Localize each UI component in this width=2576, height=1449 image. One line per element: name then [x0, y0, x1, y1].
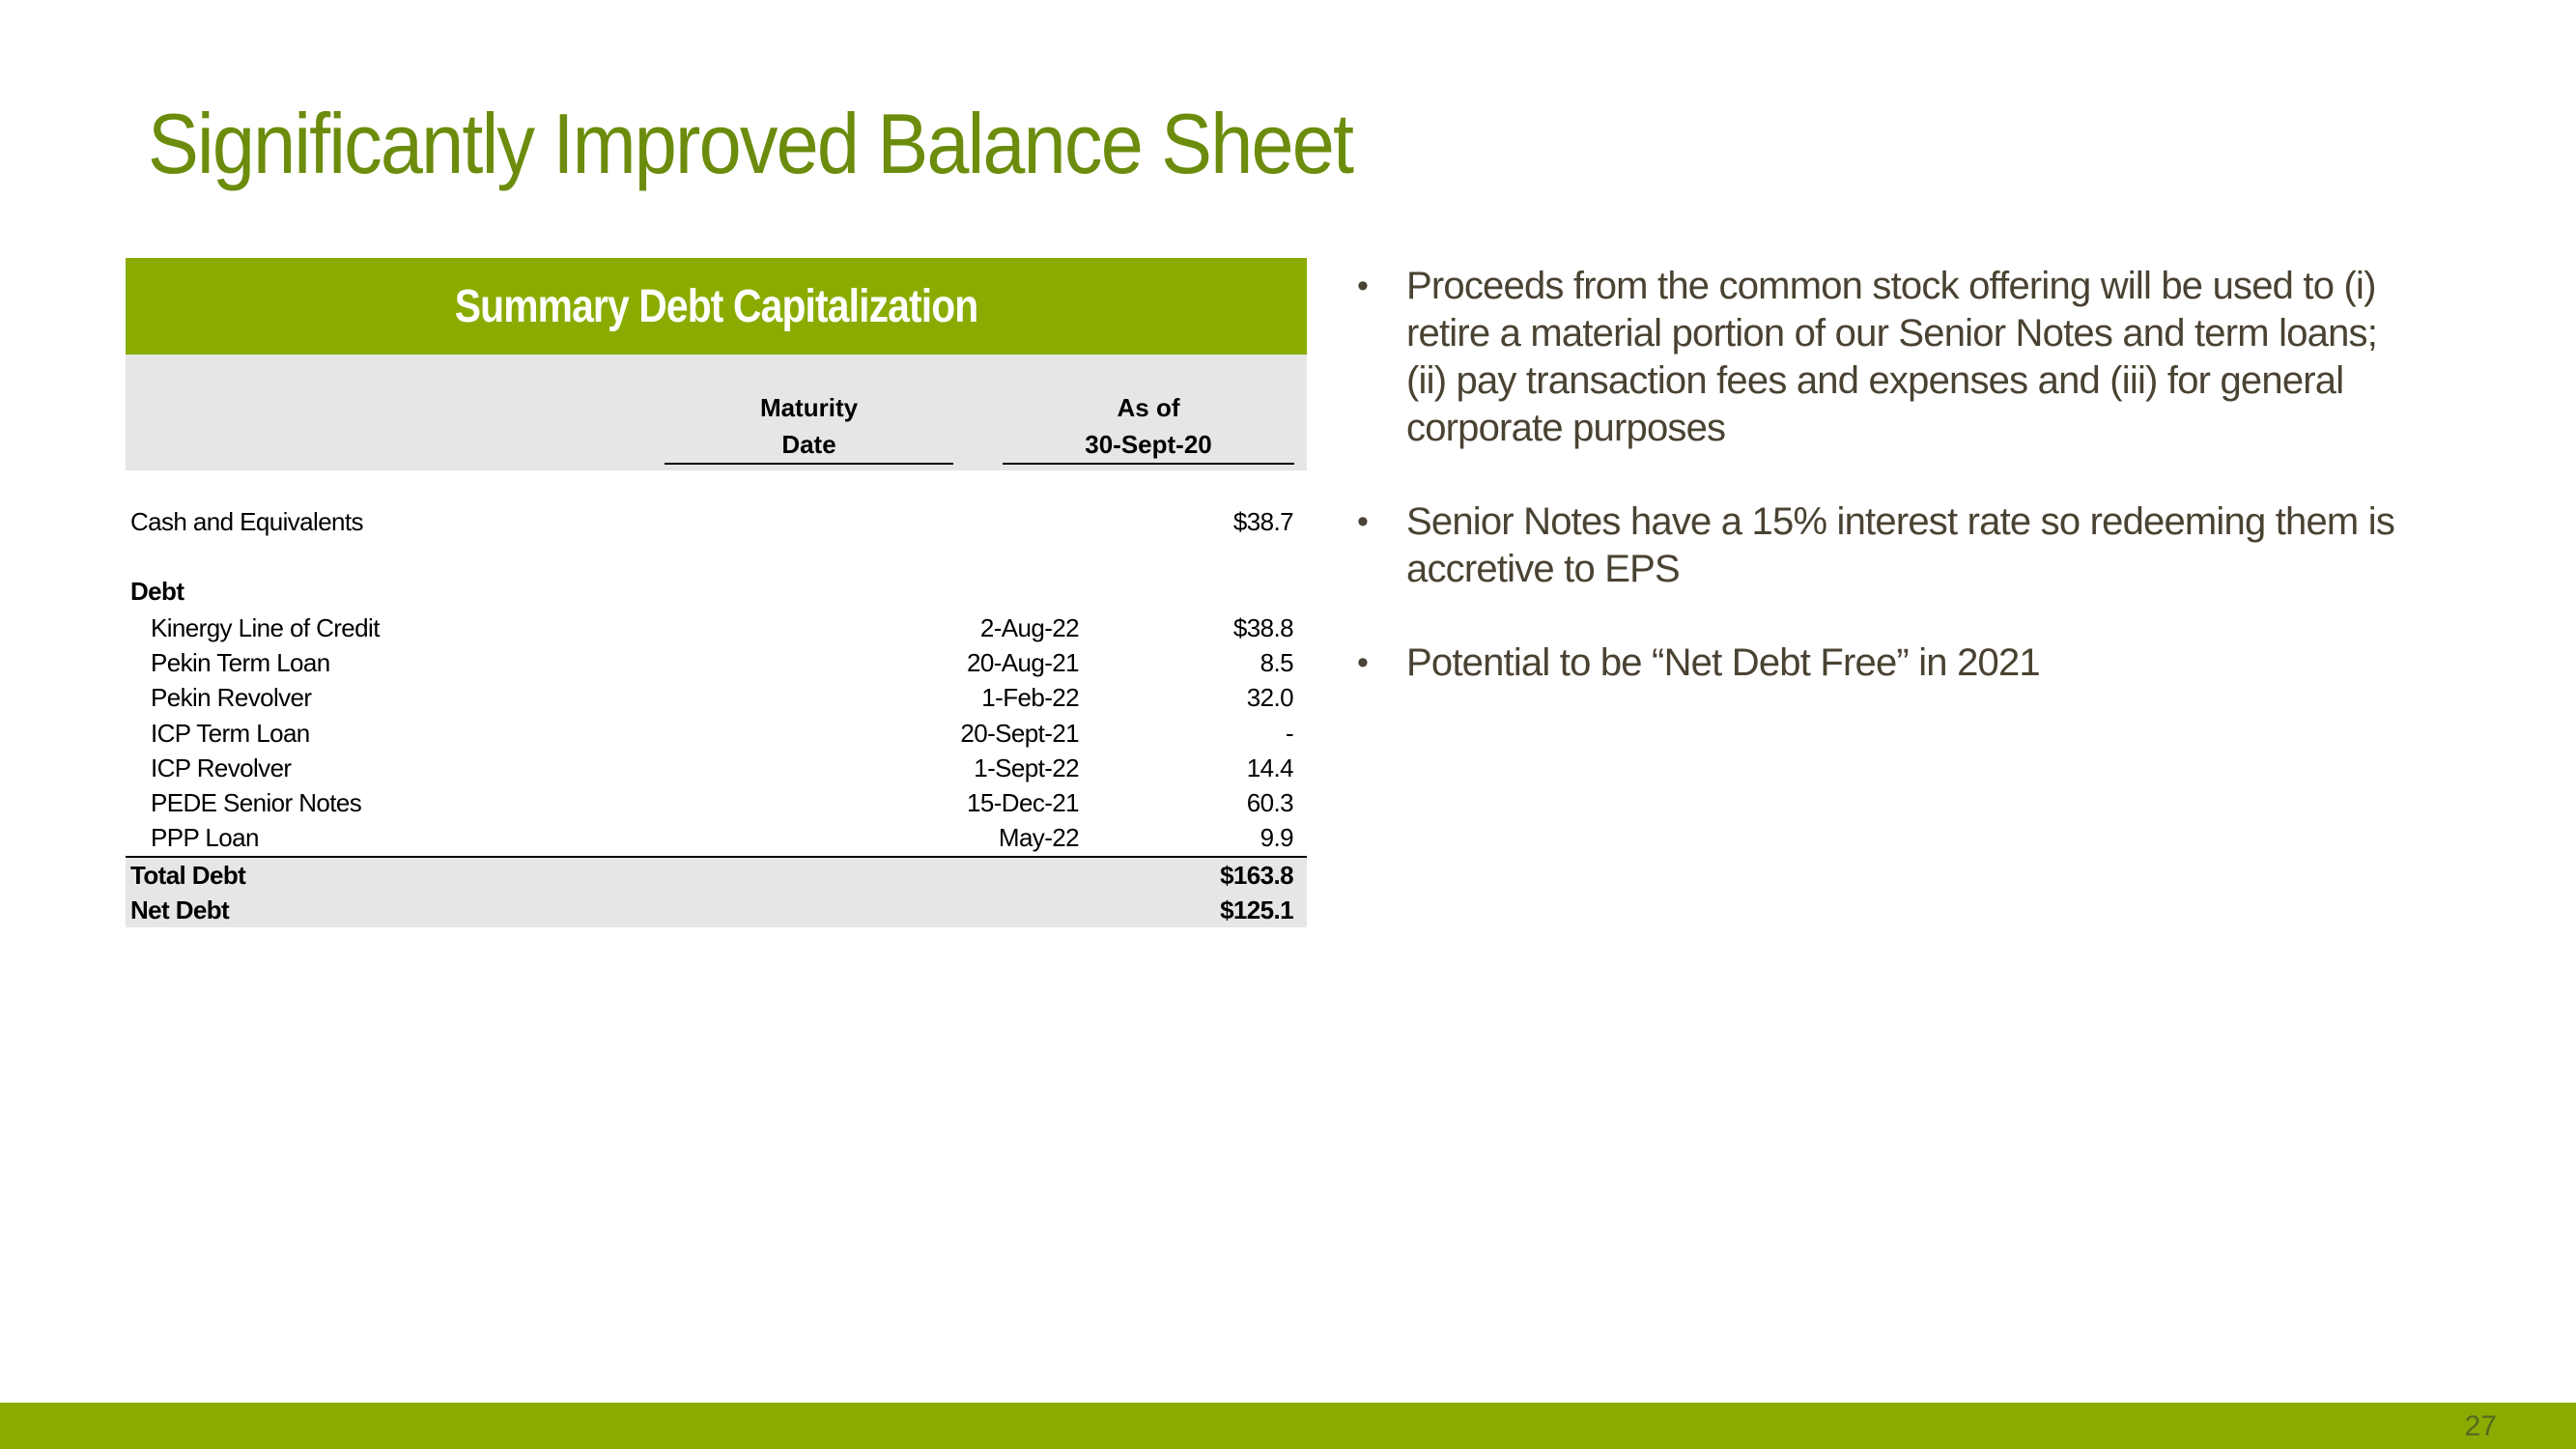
bullet-icon: • [1357, 644, 1369, 681]
row-label: Pekin Revolver [151, 683, 312, 713]
table-title: Summary Debt Capitalization [126, 258, 1307, 355]
row-label: PPP Loan [151, 823, 259, 853]
row-label: ICP Term Loan [151, 718, 310, 748]
totals-band: Total Debt $163.8 Net Debt $125.1 [126, 856, 1307, 927]
row-amount: - [1285, 718, 1294, 748]
row-amount: 9.9 [1260, 823, 1294, 853]
row-amount: 14.4 [1246, 753, 1294, 782]
table-row-net-debt: Net Debt $125.1 [130, 895, 1294, 924]
column-header-band: Maturity Date As of 30-Sept-20 [126, 355, 1307, 470]
column-header-maturity: Maturity Date [665, 389, 953, 465]
row-amount: 8.5 [1260, 648, 1294, 678]
row-maturity-date: May-22 [998, 823, 1080, 853]
debt-capitalization-table: Summary Debt Capitalization Maturity Dat… [126, 258, 1307, 927]
row-label: Kinergy Line of Credit [151, 613, 380, 642]
row-amount: 60.3 [1246, 788, 1294, 817]
debt-section-label: Debt [130, 577, 184, 606]
table-row: Pekin Term Loan 20-Aug-21 8.5 [126, 645, 1307, 680]
bullet-list: • Proceeds from the common stock offering… [1357, 263, 2410, 733]
row-maturity-date: 1-Sept-22 [974, 753, 1079, 782]
row-amount: $38.8 [1232, 613, 1294, 642]
row-maturity-date: 1-Feb-22 [981, 683, 1079, 713]
bullet-item: • Potential to be “Net Debt Free” in 2021 [1357, 639, 2410, 687]
table-row-total-debt: Total Debt $163.8 [130, 861, 1294, 890]
table-row: ICP Term Loan 20-Sept-21 - [126, 716, 1307, 751]
table-row: Pekin Revolver 1-Feb-22 32.0 [126, 680, 1307, 715]
row-maturity-date: 2-Aug-22 [979, 613, 1080, 642]
table-row-cash: Cash and Equivalents $38.7 [130, 507, 1294, 536]
row-maturity-date: 15-Dec-21 [967, 788, 1080, 817]
page-number: 27 [2464, 1410, 2497, 1442]
bullet-icon: • [1357, 268, 1369, 304]
table-row: ICP Revolver 1-Sept-22 14.4 [126, 751, 1307, 785]
table-row: Kinergy Line of Credit 2-Aug-22 $38.8 [126, 611, 1307, 645]
row-maturity-date: 20-Sept-21 [960, 718, 1079, 748]
bullet-item: • Senior Notes have a 15% interest rate s… [1357, 500, 2395, 590]
bullet-icon: • [1357, 503, 1369, 540]
row-label: PEDE Senior Notes [151, 788, 362, 817]
row-amount: 32.0 [1246, 683, 1294, 713]
page-title: Significantly Improved Balance Sheet [148, 96, 1354, 191]
column-header-as-of: As of 30-Sept-20 [1003, 389, 1294, 465]
row-label: ICP Revolver [151, 753, 292, 782]
table-row: PEDE Senior Notes 15-Dec-21 60.3 [126, 785, 1307, 820]
table-row: PPP Loan May-22 9.9 [126, 820, 1307, 855]
row-maturity-date: 20-Aug-21 [966, 648, 1080, 678]
row-label: Pekin Term Loan [151, 648, 330, 678]
bullet-item: • Proceeds from the common stock offering… [1357, 265, 2378, 449]
footer-bar: 27 [0, 1403, 2576, 1449]
